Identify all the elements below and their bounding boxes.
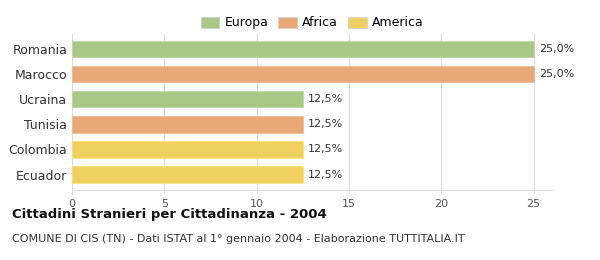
Bar xyxy=(72,66,533,82)
Text: 12,5%: 12,5% xyxy=(308,119,344,129)
Text: 12,5%: 12,5% xyxy=(308,94,344,104)
Text: 12,5%: 12,5% xyxy=(308,145,344,154)
Bar xyxy=(72,116,303,133)
Bar xyxy=(72,41,533,57)
Bar xyxy=(72,91,303,107)
Text: Cittadini Stranieri per Cittadinanza - 2004: Cittadini Stranieri per Cittadinanza - 2… xyxy=(12,208,327,221)
Text: COMUNE DI CIS (TN) - Dati ISTAT al 1° gennaio 2004 - Elaborazione TUTTITALIA.IT: COMUNE DI CIS (TN) - Dati ISTAT al 1° ge… xyxy=(12,234,464,244)
Text: 25,0%: 25,0% xyxy=(539,44,574,54)
Bar xyxy=(72,166,303,183)
Bar xyxy=(72,141,303,158)
Text: 12,5%: 12,5% xyxy=(308,170,344,180)
Legend: Europa, Africa, America: Europa, Africa, America xyxy=(196,11,428,35)
Text: 25,0%: 25,0% xyxy=(539,69,574,79)
